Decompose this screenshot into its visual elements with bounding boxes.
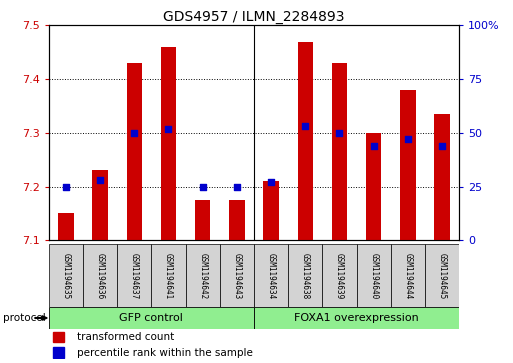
Bar bbox=[53, 332, 64, 342]
Text: GSM1194638: GSM1194638 bbox=[301, 253, 310, 299]
Text: GSM1194642: GSM1194642 bbox=[198, 253, 207, 299]
Text: GSM1194643: GSM1194643 bbox=[232, 253, 241, 299]
Text: GSM1194641: GSM1194641 bbox=[164, 253, 173, 299]
Text: GSM1194640: GSM1194640 bbox=[369, 253, 378, 299]
Bar bbox=[195, 200, 210, 240]
Bar bbox=[53, 347, 64, 358]
Bar bbox=[161, 47, 176, 240]
Text: GSM1194635: GSM1194635 bbox=[62, 253, 70, 299]
Bar bbox=[298, 41, 313, 240]
Text: GSM1194637: GSM1194637 bbox=[130, 253, 139, 299]
Bar bbox=[254, 244, 288, 307]
Bar bbox=[117, 244, 151, 307]
Point bbox=[404, 136, 412, 142]
Bar bbox=[366, 133, 381, 240]
Bar bbox=[83, 244, 117, 307]
Bar bbox=[186, 244, 220, 307]
Text: GSM1194644: GSM1194644 bbox=[403, 253, 412, 299]
Bar bbox=[391, 244, 425, 307]
Point bbox=[336, 130, 344, 136]
Bar bbox=[49, 244, 83, 307]
Bar bbox=[229, 200, 245, 240]
Bar bbox=[49, 307, 254, 329]
Bar bbox=[263, 181, 279, 240]
Bar bbox=[435, 114, 450, 240]
Point bbox=[369, 143, 378, 149]
Point bbox=[62, 184, 70, 189]
Text: GSM1194645: GSM1194645 bbox=[438, 253, 446, 299]
Point bbox=[301, 123, 309, 129]
Point bbox=[438, 143, 446, 149]
Point bbox=[233, 184, 241, 189]
Point bbox=[130, 130, 139, 136]
Bar bbox=[58, 213, 73, 240]
Text: GFP control: GFP control bbox=[120, 313, 183, 323]
Bar bbox=[400, 90, 416, 240]
Text: protocol: protocol bbox=[3, 313, 45, 323]
Bar bbox=[151, 244, 186, 307]
Bar bbox=[220, 244, 254, 307]
Bar bbox=[254, 307, 459, 329]
Title: GDS4957 / ILMN_2284893: GDS4957 / ILMN_2284893 bbox=[163, 11, 345, 24]
Text: percentile rank within the sample: percentile rank within the sample bbox=[77, 348, 253, 358]
Point bbox=[96, 177, 104, 183]
Bar bbox=[322, 244, 357, 307]
Bar bbox=[127, 63, 142, 240]
Text: GSM1194634: GSM1194634 bbox=[267, 253, 275, 299]
Point bbox=[267, 179, 275, 185]
Text: FOXA1 overexpression: FOXA1 overexpression bbox=[294, 313, 419, 323]
Text: GSM1194639: GSM1194639 bbox=[335, 253, 344, 299]
Text: transformed count: transformed count bbox=[77, 332, 175, 342]
Bar bbox=[357, 244, 391, 307]
Bar bbox=[425, 244, 459, 307]
Point bbox=[164, 126, 172, 131]
Point bbox=[199, 184, 207, 189]
Bar bbox=[92, 171, 108, 240]
Text: GSM1194636: GSM1194636 bbox=[95, 253, 105, 299]
Bar bbox=[332, 63, 347, 240]
Bar bbox=[288, 244, 322, 307]
